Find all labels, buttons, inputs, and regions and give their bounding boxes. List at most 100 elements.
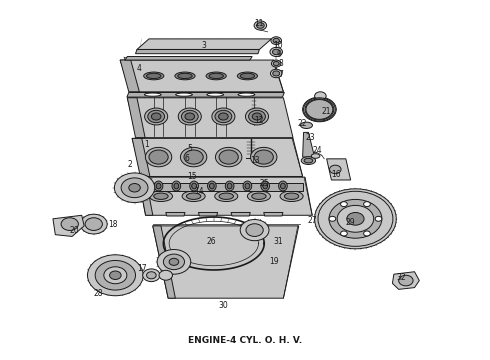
Ellipse shape [254,150,273,164]
Circle shape [257,23,264,28]
Ellipse shape [219,113,228,120]
Ellipse shape [261,181,270,191]
Circle shape [273,62,279,66]
Ellipse shape [149,191,172,202]
Ellipse shape [238,93,255,96]
Polygon shape [127,98,293,138]
Ellipse shape [281,183,285,189]
Circle shape [80,214,107,234]
Circle shape [303,97,336,122]
Circle shape [129,184,140,192]
Text: 11: 11 [255,19,264,28]
Polygon shape [198,212,218,216]
Ellipse shape [300,122,313,129]
Circle shape [329,165,341,174]
Ellipse shape [149,150,168,164]
Text: 4: 4 [137,64,142,73]
Text: 3: 3 [202,41,207,50]
Polygon shape [231,212,250,216]
Text: 2: 2 [127,159,132,168]
Ellipse shape [227,183,232,189]
Ellipse shape [182,191,205,202]
Polygon shape [137,39,271,49]
Circle shape [315,189,396,249]
Ellipse shape [304,158,313,163]
Circle shape [147,272,156,279]
Circle shape [337,206,374,232]
Polygon shape [264,212,283,216]
Ellipse shape [146,147,172,167]
Ellipse shape [147,73,161,78]
Ellipse shape [279,181,287,191]
Ellipse shape [243,181,252,191]
Text: 14: 14 [195,187,204,196]
Polygon shape [327,159,351,180]
Circle shape [240,220,269,241]
Polygon shape [138,177,153,215]
Text: 29: 29 [346,218,355,227]
Ellipse shape [175,72,195,80]
Ellipse shape [212,108,235,125]
Ellipse shape [175,93,193,96]
Ellipse shape [174,183,179,189]
Ellipse shape [215,110,232,123]
Circle shape [305,99,334,120]
Circle shape [110,271,121,279]
Ellipse shape [247,191,270,202]
Circle shape [399,275,413,286]
Ellipse shape [184,150,203,164]
Ellipse shape [219,150,238,164]
Ellipse shape [154,193,168,199]
Text: 18: 18 [108,220,118,229]
Text: ENGINE-4 CYL. O. H. V.: ENGINE-4 CYL. O. H. V. [188,336,302,345]
Circle shape [121,178,148,198]
Circle shape [254,21,267,30]
Circle shape [315,92,326,100]
Ellipse shape [215,191,238,202]
Circle shape [163,254,185,270]
Text: 1: 1 [144,140,149,149]
Text: 9: 9 [276,50,281,59]
Text: 8: 8 [279,59,283,68]
Polygon shape [153,226,299,298]
Ellipse shape [311,154,320,158]
Circle shape [271,37,281,45]
Text: 17: 17 [137,264,147,273]
Polygon shape [132,138,303,176]
Polygon shape [127,93,284,97]
Ellipse shape [145,108,168,125]
Circle shape [329,199,382,238]
Text: 31: 31 [274,237,283,246]
Text: 5: 5 [187,144,192,153]
Ellipse shape [225,181,234,191]
Polygon shape [125,57,252,60]
Circle shape [95,260,136,290]
Circle shape [157,249,191,274]
Text: 20: 20 [70,226,79,235]
Ellipse shape [263,183,268,189]
Ellipse shape [240,73,255,78]
Circle shape [271,60,281,67]
Circle shape [273,38,279,43]
Ellipse shape [151,113,161,120]
Text: 12: 12 [255,116,264,125]
Ellipse shape [209,183,214,189]
Circle shape [169,258,179,265]
Ellipse shape [280,191,303,202]
Polygon shape [127,98,145,138]
Ellipse shape [237,72,257,80]
Text: 19: 19 [269,257,279,266]
Ellipse shape [250,147,277,167]
Ellipse shape [301,157,316,165]
Ellipse shape [178,108,201,125]
Circle shape [270,48,282,57]
Polygon shape [138,177,312,215]
Text: 27: 27 [307,216,317,225]
Text: 22: 22 [298,119,307,128]
Text: 26: 26 [207,237,216,246]
Text: 7: 7 [279,70,283,79]
Ellipse shape [178,73,192,78]
Text: 32: 32 [396,273,406,282]
Ellipse shape [216,147,242,167]
Ellipse shape [190,181,198,191]
